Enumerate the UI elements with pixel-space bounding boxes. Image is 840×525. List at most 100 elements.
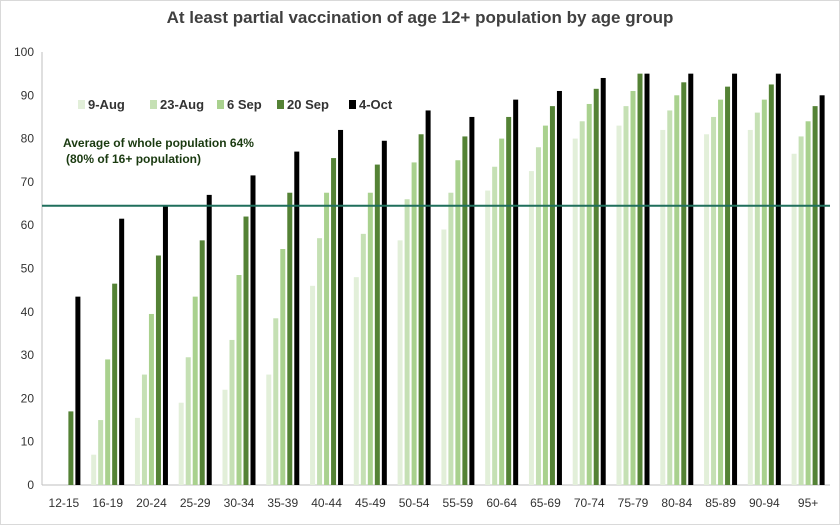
bars [68, 73, 825, 486]
bar-70-74-9-Aug [572, 138, 578, 485]
bar-35-39-23-Aug [273, 318, 279, 485]
bar-30-34-20-Sep [243, 216, 249, 486]
bar-60-64-23-Aug [492, 166, 498, 485]
bar-30-34-9-Aug [222, 389, 228, 485]
bar-40-44-4-Oct [338, 129, 344, 485]
bar-65-69-6-Sep [542, 125, 548, 486]
bar-80-84-9-Aug [660, 129, 666, 485]
bar-65-69-4-Oct [556, 90, 562, 485]
bar-55-59-23-Aug [448, 192, 454, 485]
bar-25-29-6-Sep [192, 296, 198, 485]
y-tick-label: 60 [21, 218, 35, 232]
bar-55-59-4-Oct [469, 116, 475, 485]
x-tick-label: 16-19 [92, 496, 123, 510]
bar-75-79-23-Aug [623, 106, 629, 486]
x-tick-label: 80-84 [661, 496, 692, 510]
legend: 9-Aug 23-Aug 6 Sep 20 Sep 4-Oct [78, 97, 393, 112]
legend-label: 4-Oct [359, 97, 393, 112]
bar-70-74-4-Oct [600, 77, 606, 485]
bar-35-39-6-Sep [280, 249, 286, 485]
x-tick-label: 90-94 [749, 496, 780, 510]
bar-65-69-23-Aug [535, 147, 541, 485]
y-tick-label: 90 [21, 88, 35, 102]
bar-85-89-20-Sep [725, 86, 731, 485]
bar-12-15-20-Sep [68, 411, 74, 485]
bar-85-89-23-Aug [711, 116, 717, 485]
bar-45-49-20-Sep [374, 164, 380, 485]
bar-35-39-9-Aug [266, 374, 272, 485]
bar-95+-20-Sep [812, 106, 818, 486]
bar-40-44-20-Sep [331, 158, 337, 485]
legend-label: 23-Aug [160, 97, 204, 112]
y-tick-label: 100 [14, 45, 34, 59]
x-tick-label: 75-79 [618, 496, 649, 510]
bar-75-79-9-Aug [616, 125, 622, 486]
legend-label: 20 Sep [287, 97, 329, 112]
bar-45-49-9-Aug [353, 277, 359, 485]
x-tick-label: 35-39 [267, 496, 298, 510]
bar-70-74-23-Aug [579, 121, 585, 485]
x-tick-label: 45-49 [355, 496, 386, 510]
bar-50-54-9-Aug [397, 240, 403, 485]
bar-50-54-23-Aug [404, 199, 410, 485]
bar-55-59-6-Sep [455, 160, 461, 485]
bar-40-44-23-Aug [317, 238, 323, 485]
bar-50-54-4-Oct [425, 110, 431, 485]
bar-25-29-20-Sep [199, 240, 205, 485]
bar-55-59-20-Sep [462, 136, 468, 485]
bar-75-79-6-Sep [630, 90, 636, 485]
bar-30-34-6-Sep [236, 275, 242, 485]
bar-20-24-20-Sep [155, 255, 161, 485]
x-tick-label: 70-74 [574, 496, 605, 510]
bar-95+-9-Aug [791, 153, 797, 485]
bar-30-34-23-Aug [229, 339, 235, 485]
bar-70-74-20-Sep [593, 88, 599, 485]
bar-70-74-6-Sep [586, 103, 592, 486]
bar-75-79-4-Oct [644, 73, 650, 486]
legend-swatch-6-Sep [217, 100, 224, 109]
bar-85-89-4-Oct [732, 73, 738, 486]
bar-85-89-6-Sep [718, 99, 724, 485]
legend-label: 6 Sep [227, 97, 262, 112]
legend-label: 9-Aug [88, 97, 125, 112]
bar-95+-4-Oct [819, 95, 825, 486]
bar-20-24-9-Aug [134, 417, 140, 485]
y-tick-label: 40 [21, 305, 35, 319]
bar-90-94-6-Sep [761, 99, 767, 485]
bar-60-64-4-Oct [513, 99, 519, 485]
bar-40-44-9-Aug [310, 285, 316, 485]
y-tick-label: 80 [21, 132, 35, 146]
y-tick-label: 30 [21, 348, 35, 362]
bar-25-29-23-Aug [185, 357, 191, 485]
axes: 0 10 20 30 40 50 60 70 80 90 100 12-15 16-19 20-24 25-… [14, 45, 830, 510]
x-tick-label: 12-15 [49, 496, 80, 510]
bar-45-49-4-Oct [381, 140, 387, 485]
legend-swatch-23-Aug [150, 100, 157, 109]
bar-80-84-20-Sep [681, 82, 687, 485]
x-tick-label: 65-69 [530, 496, 561, 510]
bar-90-94-20-Sep [768, 84, 774, 485]
bar-12-15-4-Oct [75, 296, 81, 485]
bar-25-29-9-Aug [178, 402, 184, 485]
bar-85-89-9-Aug [704, 134, 710, 485]
bar-40-44-6-Sep [324, 192, 330, 485]
bar-16-19-6-Sep [105, 359, 111, 485]
bar-35-39-20-Sep [287, 192, 293, 485]
bar-16-19-4-Oct [119, 218, 125, 485]
chart-title: At least partial vaccination of age 12+ … [166, 8, 674, 27]
bar-16-19-20-Sep [112, 283, 118, 485]
bar-90-94-9-Aug [747, 129, 753, 485]
y-tick-label: 20 [21, 391, 35, 405]
bar-60-64-9-Aug [485, 190, 491, 485]
bar-75-79-20-Sep [637, 73, 643, 486]
bar-60-64-20-Sep [506, 116, 512, 485]
reference-line-group: Average of whole population 64% (80% of 1… [42, 136, 830, 207]
bar-95+-6-Sep [805, 121, 811, 485]
bar-50-54-6-Sep [411, 162, 417, 486]
x-tick-label: 85-89 [705, 496, 736, 510]
x-tick-label: 95+ [798, 496, 818, 510]
bar-16-19-23-Aug [98, 420, 104, 485]
bar-45-49-23-Aug [360, 233, 366, 485]
bar-90-94-23-Aug [754, 112, 760, 486]
